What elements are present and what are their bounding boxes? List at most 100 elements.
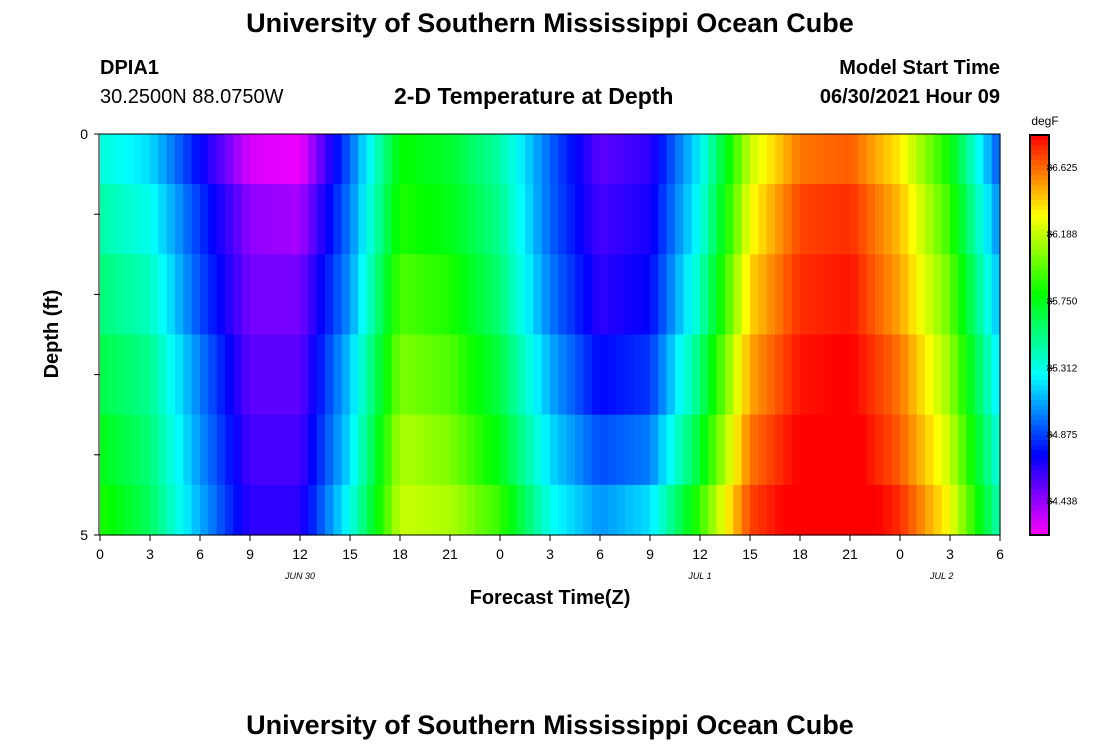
heatmap-cell [383, 254, 393, 336]
heatmap-cell [741, 184, 751, 255]
heatmap-cell [400, 334, 409, 416]
heatmap-cell [658, 254, 668, 336]
x-tick-label: 15 [742, 546, 758, 562]
colorbar-segment [1030, 275, 1049, 281]
heatmap-cell [191, 414, 201, 486]
heatmap-cell [466, 334, 476, 416]
heatmap-cell [625, 184, 634, 255]
heatmap-cell [883, 484, 893, 536]
heatmap-cell [716, 334, 726, 416]
heatmap-cell [725, 334, 734, 416]
heatmap-cell [600, 334, 609, 416]
heatmap-cell [783, 414, 793, 486]
heatmap-cell [508, 334, 518, 416]
heatmap-cell [425, 184, 434, 255]
colorbar-segment [1030, 240, 1049, 246]
heatmap-cell [633, 254, 643, 336]
heatmap-cell [416, 254, 426, 336]
heatmap-cell [741, 414, 751, 486]
heatmap-cell [425, 254, 434, 336]
heatmap-cell [416, 334, 426, 416]
heatmap-cell [641, 414, 651, 486]
heatmap-cell [191, 484, 201, 536]
heatmap-cell [758, 334, 768, 416]
heatmap-cell [283, 184, 293, 255]
heatmap-cell [466, 484, 476, 536]
heatmap-cell [791, 184, 801, 255]
colorbar-segment [1030, 410, 1049, 416]
heatmap-cell [183, 254, 193, 336]
heatmap-cell [966, 134, 976, 185]
heatmap-cell [941, 414, 951, 486]
heatmap-cell [800, 184, 809, 255]
heatmap-cell [733, 414, 743, 486]
heatmap-cell [475, 254, 484, 336]
heatmap-cell [841, 484, 851, 536]
heatmap-cell [133, 484, 143, 536]
heatmap-cell [241, 184, 251, 255]
heatmap-cell [508, 484, 518, 536]
heatmap-cell [608, 254, 618, 336]
heatmap-cell [158, 334, 168, 416]
colorbar-segment [1030, 460, 1049, 466]
heatmap-cell [741, 134, 751, 185]
colorbar-segment [1030, 525, 1049, 531]
heatmap-cell [300, 484, 309, 536]
heatmap-cell [358, 254, 368, 336]
colorbar-segment [1030, 300, 1049, 306]
heatmap-cell [875, 184, 884, 255]
colorbar-segment [1030, 435, 1049, 441]
heatmap-cell [708, 254, 718, 336]
heatmap-cell [550, 414, 559, 486]
heatmap-cell [283, 334, 293, 416]
heatmap-cell [583, 254, 593, 336]
heatmap-cell [400, 254, 409, 336]
heatmap-cell [758, 484, 768, 536]
heatmap-cell [983, 484, 993, 536]
heatmap-cell [725, 254, 734, 336]
heatmap-cell [491, 184, 501, 255]
heatmap-cell [175, 334, 184, 416]
heatmap-cell [191, 184, 201, 255]
heatmap-cell [600, 414, 609, 486]
heatmap-cell [458, 414, 468, 486]
colorbar-segment [1030, 365, 1049, 371]
heatmap-cell [741, 334, 751, 416]
heatmap-cell [558, 184, 568, 255]
heatmap-cell [383, 184, 393, 255]
colorbar-segment [1030, 295, 1049, 301]
heatmap-cell [350, 484, 359, 536]
heatmap-cell [575, 334, 584, 416]
heatmap-cell [158, 484, 168, 536]
heatmap-cell [716, 134, 726, 185]
heatmap-cell [991, 334, 1001, 416]
heatmap-cell [583, 484, 593, 536]
colorbar-segment [1030, 205, 1049, 211]
heatmap-cell [208, 334, 218, 416]
heatmap-cell [958, 334, 968, 416]
heatmap-cell [450, 184, 459, 255]
heatmap-cell [775, 184, 784, 255]
heatmap-cell [841, 184, 851, 255]
heatmap-cell [758, 414, 768, 486]
heatmap-cell [158, 184, 168, 255]
heatmap-cell [900, 254, 909, 336]
heatmap-cell [175, 484, 184, 536]
heatmap-cell [650, 134, 659, 185]
heatmap-cell [533, 134, 543, 185]
heatmap-cell [500, 134, 509, 185]
heatmap-cell [750, 184, 759, 255]
heatmap-cell [908, 334, 918, 416]
heatmap-cell [683, 134, 693, 185]
heatmap-cell [825, 334, 834, 416]
heatmap-cell [383, 334, 393, 416]
heatmap-cell [200, 484, 209, 536]
heatmap-cell [325, 184, 334, 255]
heatmap-cell [633, 334, 643, 416]
heatmap-cell [758, 184, 768, 255]
heatmap-cell [266, 134, 276, 185]
heatmap-cell [158, 414, 168, 486]
heatmap-cell [658, 484, 668, 536]
heatmap-cell [583, 184, 593, 255]
heatmap-cell [141, 254, 151, 336]
